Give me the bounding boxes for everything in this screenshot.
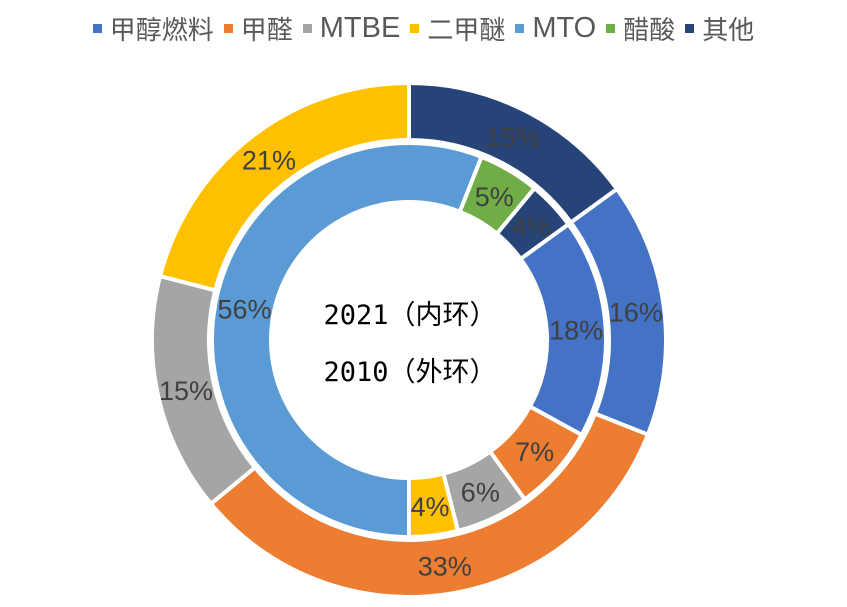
- outer-ring-data-label: 33%: [418, 552, 472, 582]
- legend-item: 醋酸: [606, 10, 675, 47]
- outer-ring-data-label: 21%: [242, 145, 296, 175]
- center-label-outer: 2010（外环）: [323, 357, 497, 388]
- legend-item: MTO: [515, 10, 596, 47]
- outer-ring-slice: [407, 80, 620, 226]
- legend-item: MTBE: [302, 10, 401, 47]
- legend-swatch: [685, 24, 695, 33]
- inner-ring-slice: [494, 185, 572, 262]
- legend-swatch: [515, 24, 525, 33]
- legend-label: 二甲醚: [427, 16, 506, 46]
- outer-ring-data-label: 15%: [486, 122, 540, 152]
- legend-label: 其他: [702, 16, 755, 46]
- legend-item: 甲醇燃料: [92, 10, 214, 47]
- inner-ring-data-label: 4%: [410, 492, 449, 522]
- center-label-inner: 2021（内环）: [323, 300, 497, 331]
- legend-label: 甲醛: [240, 16, 293, 46]
- legend-label: 醋酸: [623, 16, 676, 46]
- legend-swatch: [410, 24, 420, 33]
- legend-label: 甲醇燃料: [109, 16, 214, 46]
- legend-swatch: [302, 24, 312, 33]
- inner-ring-slice: [210, 141, 485, 540]
- legend-item: 甲醛: [223, 10, 293, 47]
- legend-item: 其他: [685, 10, 754, 47]
- legend-label: MTO: [532, 12, 597, 44]
- inner-ring-data-label: 5%: [475, 182, 514, 212]
- inner-ring-data-label: 6%: [461, 478, 500, 508]
- outer-ring-data-label: 15%: [159, 376, 213, 406]
- legend: 甲醇燃料 甲醛 MTBE 二甲醚 MTO 醋酸 其他: [0, 10, 847, 47]
- inner-ring-data-label: 7%: [515, 437, 554, 467]
- inner-ring-data-label: 4%: [512, 211, 551, 241]
- legend-swatch: [92, 24, 102, 33]
- legend-label: MTBE: [319, 12, 401, 44]
- legend-item: 二甲醚: [410, 10, 505, 47]
- legend-swatch: [606, 24, 616, 33]
- outer-ring-data-label: 16%: [609, 297, 663, 327]
- inner-ring-data-label: 18%: [549, 315, 603, 345]
- inner-ring-data-label: 56%: [217, 295, 271, 325]
- legend-swatch: [223, 24, 233, 33]
